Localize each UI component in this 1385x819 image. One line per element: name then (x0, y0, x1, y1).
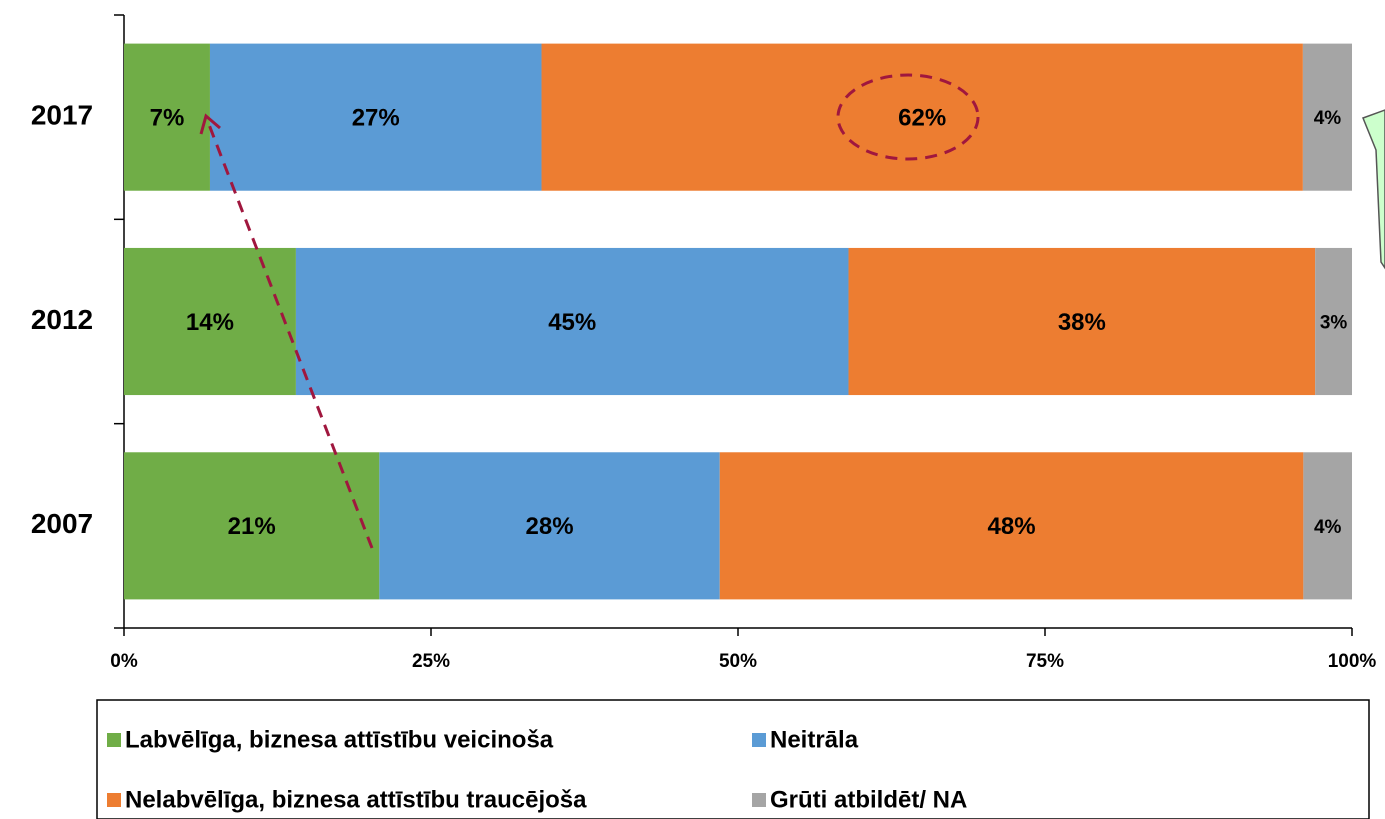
bar-segment (124, 247, 296, 396)
legend-label: Labvēlīga, biznesa attīstību veicinoša (125, 726, 554, 753)
legend-box (96, 699, 1370, 819)
data-label: 4% (1314, 517, 1342, 538)
arrow-head (199, 113, 221, 135)
legend-label: Nelabvēlīga, biznesa attīstību traucējoš… (125, 786, 587, 813)
data-label: 21% (228, 513, 276, 540)
data-label: 14% (186, 309, 234, 336)
bar-segment (379, 452, 720, 600)
data-label: 62% (898, 105, 946, 132)
plot: 0% 25% 50% 75% 100% 2017 7% 27% 62% 4% 2012 14% 45% 3… (31, 14, 1377, 672)
data-label: 45% (548, 309, 596, 336)
legend-label: Grūti atbildēt/ NA (770, 786, 967, 813)
data-label: 28% (526, 513, 574, 540)
data-label: 48% (988, 513, 1036, 540)
y-tick-label: 2012 (31, 304, 93, 335)
bar-segment (719, 452, 1304, 600)
x-tick-label: 50% (719, 651, 757, 672)
callout (1362, 109, 1385, 270)
bar-segment (295, 247, 849, 396)
bar-segment (1302, 43, 1352, 191)
data-label: 3% (1320, 313, 1348, 334)
y-tick-label: 2007 (31, 508, 93, 539)
bar-segment (209, 43, 542, 191)
bar-segment (541, 43, 1303, 191)
x-tick-label: 75% (1026, 651, 1064, 672)
data-label: 38% (1058, 309, 1106, 336)
bar-segment (1315, 247, 1352, 396)
legend-swatch (752, 793, 766, 807)
x-tick-label: 25% (412, 651, 450, 672)
bar-segment (1303, 452, 1352, 600)
data-label: 7% (150, 105, 185, 132)
bar-segment (124, 452, 380, 600)
legend-swatch (752, 733, 766, 747)
y-tick-label: 2017 (31, 100, 93, 131)
legend-swatch (107, 733, 121, 747)
bar-segment (124, 43, 210, 191)
highlight-ellipse (836, 73, 980, 161)
bar-segment (848, 247, 1316, 396)
x-tick-label: 100% (1328, 651, 1377, 672)
data-label: 27% (352, 105, 400, 132)
trend-arrow (206, 121, 374, 549)
x-tick-label: 0% (110, 651, 138, 672)
legend-swatch (107, 793, 121, 807)
legend-label: Neitrāla (770, 726, 859, 753)
data-label: 4% (1314, 108, 1342, 129)
